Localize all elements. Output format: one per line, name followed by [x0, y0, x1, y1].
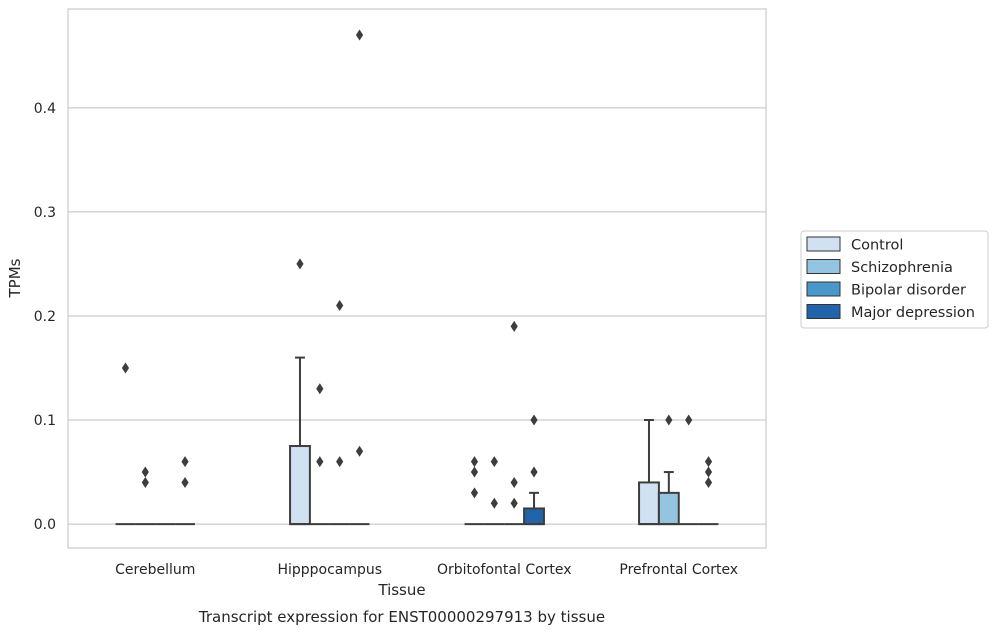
outlier-point [704, 476, 713, 488]
outlier-point [355, 445, 364, 457]
box-major-depression [523, 414, 545, 526]
outlier-point [470, 487, 479, 499]
box-groups [115, 29, 719, 526]
legend: Control Schizophrenia Bipolar disorder Majo… [800, 230, 989, 329]
box-schizophrenia [484, 456, 505, 526]
outlier-point [336, 456, 344, 468]
outlier-point [530, 414, 538, 426]
outlier-point [510, 320, 518, 332]
box-major-depression [698, 456, 719, 526]
y-axis-ticks: 0.0 0.1 0.2 0.3 0.4 [34, 101, 56, 533]
x-axis-ticks: Cerebellum Hipppocampus Orbitofontal Corte… [115, 562, 738, 578]
outlier-point [470, 456, 479, 468]
x-tick-label: Cerebellum [115, 562, 195, 578]
box-schizophrenia [657, 414, 680, 526]
outlier-point [141, 476, 149, 488]
legend-swatch [806, 236, 841, 252]
outlier-point [181, 476, 189, 488]
legend-swatch [806, 259, 841, 274]
x-tick-label: Prefrontal Cortex [619, 562, 738, 578]
outlier-point [704, 466, 713, 478]
outlier-point [510, 497, 518, 509]
outlier-point [530, 466, 538, 478]
box-bipolar-disorder [329, 300, 350, 526]
plot-area-frame [67, 8, 767, 549]
legend-label: Major depression [851, 305, 975, 321]
box-control [289, 258, 311, 526]
box-bipolar-disorder [504, 320, 525, 526]
outlier-point [355, 29, 364, 41]
outlier-point [665, 414, 673, 426]
outlier-point [336, 300, 344, 312]
outlier-point [141, 466, 149, 478]
y-tick-label: 0.4 [34, 101, 56, 117]
legend-frame [800, 230, 989, 329]
y-tick-label: 0.2 [34, 309, 56, 325]
box-control [464, 456, 485, 526]
box-control [638, 419, 660, 526]
x-axis-title: Tissue [377, 581, 425, 599]
box-major-depression [349, 29, 370, 526]
box-body [657, 491, 680, 526]
box-bipolar-disorder [678, 414, 699, 526]
y-tick-label: 0.3 [34, 205, 56, 221]
legend-swatch [806, 281, 841, 297]
outlier-point [704, 456, 713, 468]
box-body [289, 445, 311, 526]
outlier-point [181, 456, 189, 468]
box-schizophrenia [309, 383, 330, 526]
legend-swatch [806, 304, 841, 319]
outlier-point [316, 456, 324, 468]
outlier-point [470, 466, 479, 478]
box-body [638, 481, 660, 526]
legend-label: Control [851, 238, 903, 254]
legend-label: Bipolar disorder [851, 283, 966, 299]
box-body [523, 507, 545, 526]
y-tick-label: 0.0 [34, 517, 56, 533]
legend-label: Schizophrenia [851, 260, 953, 276]
x-tick-label: Hipppocampus [277, 562, 382, 578]
y-axis-title: TPMs [6, 258, 24, 298]
outlier-point [490, 497, 498, 509]
outlier-point [685, 414, 693, 426]
outlier-point [510, 476, 518, 488]
outlier-point [121, 362, 130, 374]
outlier-point [490, 456, 498, 468]
outlier-point [296, 258, 304, 270]
box-major-depression [175, 456, 195, 526]
chart-caption: Transcript expression for ENST0000029791… [198, 608, 605, 626]
box-control [115, 362, 136, 526]
x-tick-label: Orbitofontal Cortex [437, 562, 572, 578]
box-schizophrenia [135, 466, 156, 526]
y-tick-label: 0.1 [34, 413, 56, 429]
outlier-point [316, 383, 324, 395]
